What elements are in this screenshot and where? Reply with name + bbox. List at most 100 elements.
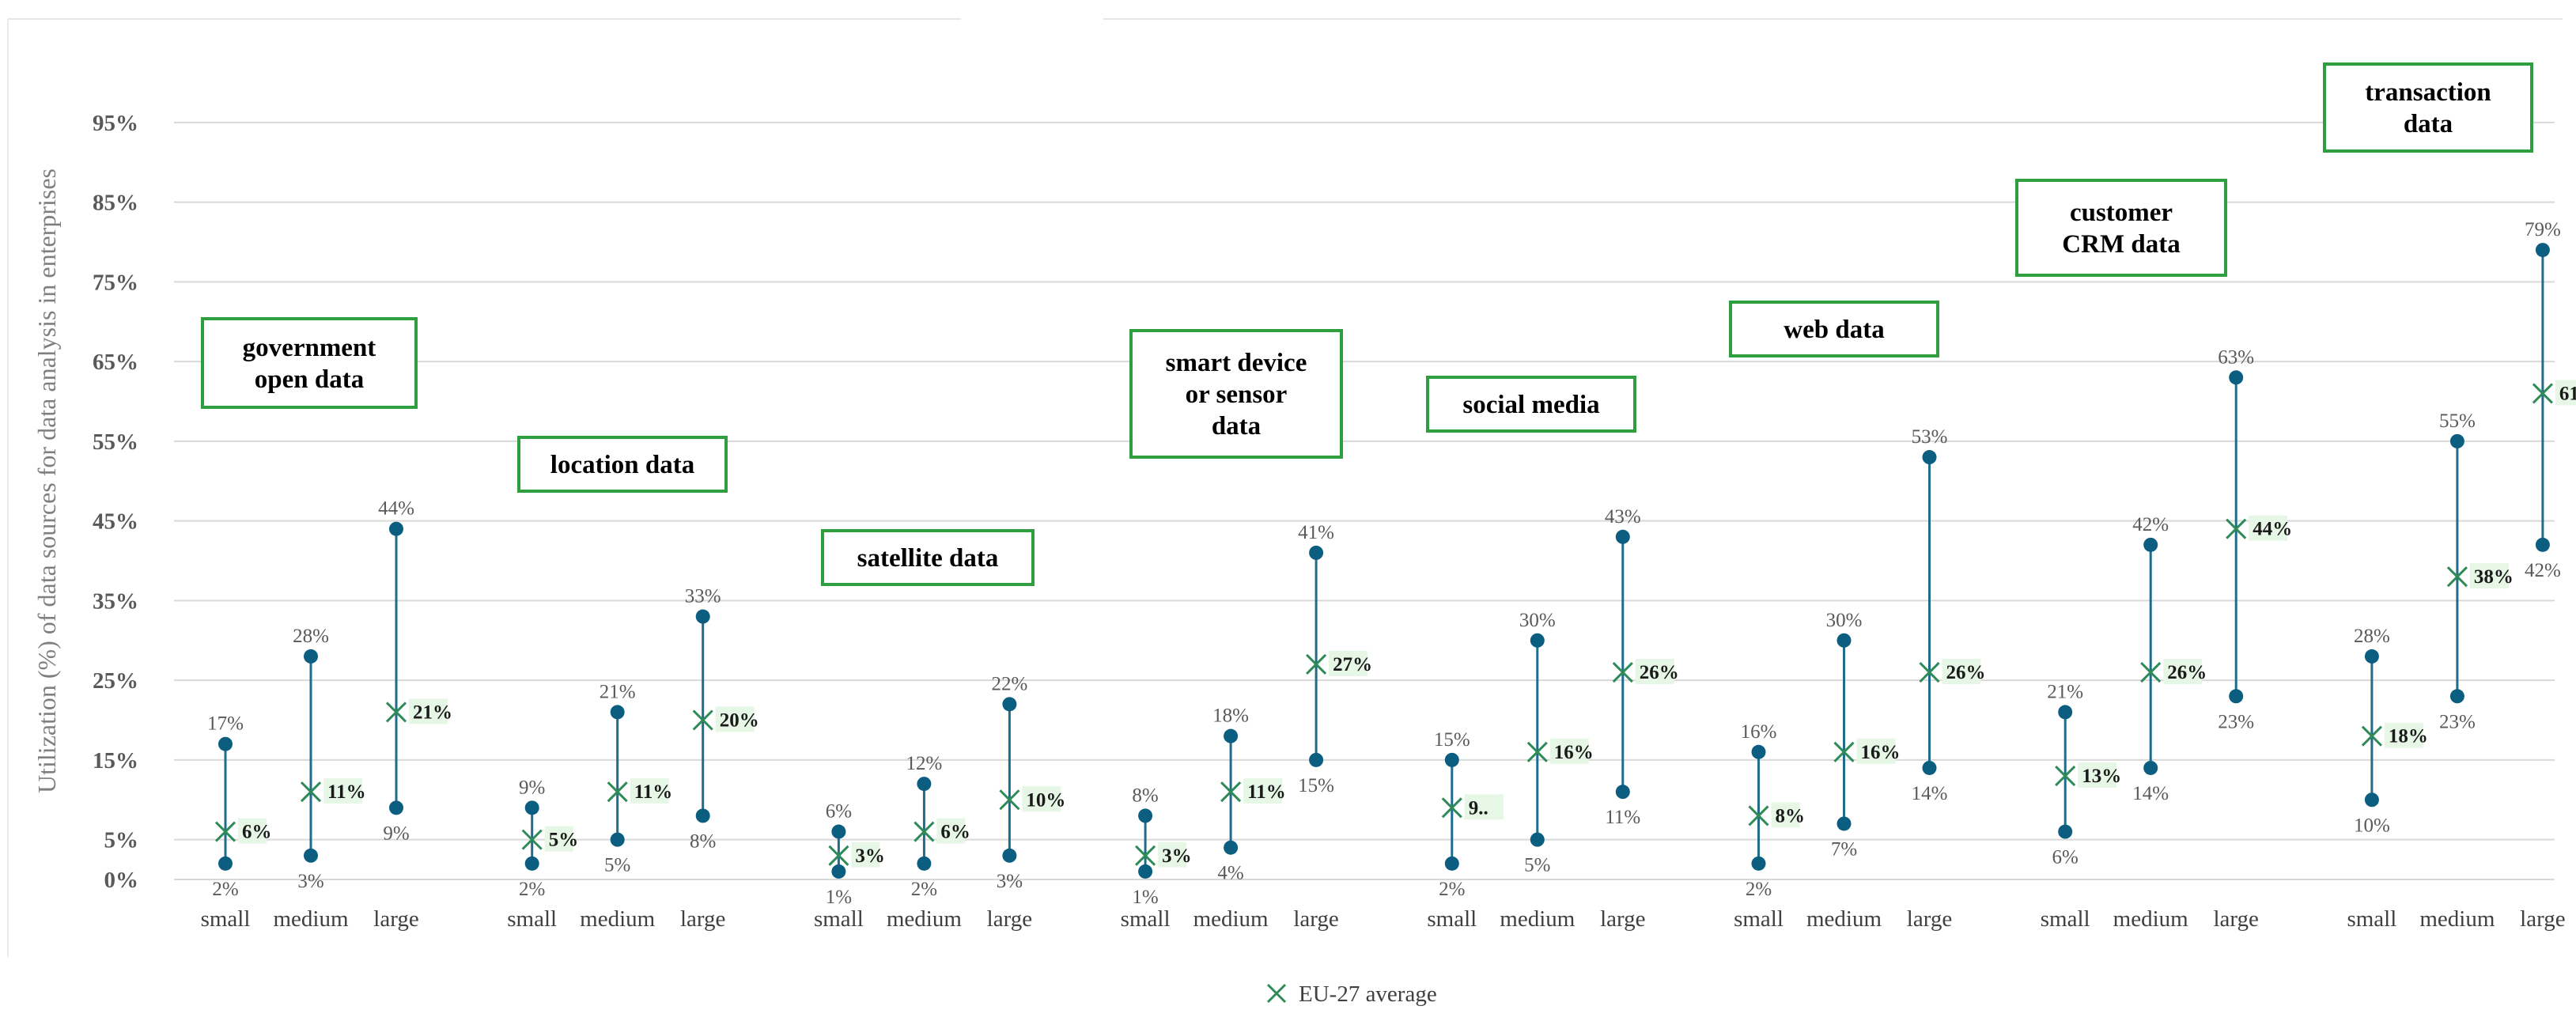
- y-tick-label: 25%: [93, 668, 138, 694]
- low-value-label: 9%: [383, 823, 409, 844]
- high-value-label: 22%: [991, 673, 1027, 694]
- high-point: [1309, 545, 1324, 560]
- low-value-label: 7%: [1831, 838, 1857, 860]
- x-tick-label-medium: medium: [1193, 906, 1269, 932]
- avg-marker-stroke-b: [1748, 805, 1769, 826]
- y-tick-label: 35%: [93, 588, 138, 614]
- low-point: [2058, 824, 2073, 839]
- high-value-label: 28%: [2354, 626, 2390, 647]
- avg-marker-stroke-b: [1441, 797, 1462, 819]
- high-point: [1224, 728, 1239, 743]
- high-point: [1615, 529, 1630, 544]
- avg-marker-stroke-b: [1919, 661, 1940, 683]
- avg-marker-stroke-b: [521, 829, 543, 850]
- high-value-label: 43%: [1605, 506, 1641, 528]
- y-tick-label: 0%: [104, 868, 139, 893]
- group-title-line: data: [1212, 412, 1261, 441]
- high-point: [2058, 705, 2073, 720]
- avg-value-label: 6%: [242, 822, 272, 843]
- y-tick-label: 45%: [93, 509, 138, 535]
- avg-value-label: 21%: [413, 702, 452, 723]
- avg-marker-stroke-b: [385, 702, 407, 723]
- low-value-label: 1%: [1132, 887, 1158, 908]
- avg-marker-stroke-b: [1135, 845, 1156, 866]
- high-value-label: 30%: [1519, 610, 1556, 631]
- low-value-label: 15%: [1298, 775, 1334, 796]
- low-point: [1922, 760, 1937, 775]
- avg-marker-stroke-b: [214, 821, 236, 842]
- group-title-box: [201, 317, 418, 409]
- avg-marker-stroke-b: [2361, 725, 2382, 747]
- group-title-box: [1729, 301, 1939, 357]
- y-tick-label: 85%: [93, 191, 138, 216]
- legend-label: EU-27 average: [1299, 982, 1437, 1007]
- high-value-label: 15%: [1434, 729, 1470, 751]
- x-tick-label-small: small: [2041, 906, 2090, 932]
- group-3: small medium large smart device or sensor dat…: [1121, 329, 1372, 932]
- high-value-label: 16%: [1741, 721, 1777, 743]
- avg-value-label: 9..: [1469, 797, 1488, 819]
- low-point: [1615, 785, 1630, 800]
- high-point: [2449, 433, 2464, 448]
- x-tick-label-medium: medium: [2113, 906, 2188, 932]
- group-title-box: [2015, 179, 2227, 277]
- high-point: [1922, 450, 1937, 465]
- avg-marker-stroke-b: [1833, 741, 1855, 762]
- group-title-line: data: [2404, 110, 2453, 138]
- x-tick-label-small: small: [201, 906, 251, 932]
- high-value-label: 17%: [207, 713, 244, 735]
- high-value-label: 53%: [1912, 426, 1948, 448]
- avg-value-label: 27%: [1333, 654, 1372, 675]
- x-tick-label-large: large: [1600, 906, 1645, 932]
- low-value-label: 14%: [1912, 783, 1948, 804]
- low-point: [1138, 864, 1153, 879]
- avg-marker-stroke-b: [2532, 383, 2553, 404]
- low-value-label: 23%: [2439, 711, 2476, 732]
- avg-value-label: 10%: [1026, 789, 1065, 811]
- avg-label-bg: [2555, 380, 2576, 406]
- avg-label-bg: [2469, 563, 2509, 589]
- avg-marker-stroke-b: [1612, 661, 1633, 683]
- avg-label-bg: [630, 778, 669, 804]
- low-value-label: 6%: [2052, 847, 2079, 868]
- avg-value-label: 11%: [327, 781, 366, 803]
- low-point: [1444, 856, 1459, 871]
- avg-value-label: 3%: [1162, 845, 1192, 867]
- low-value-label: 4%: [1217, 863, 1243, 884]
- low-point: [218, 856, 233, 871]
- high-value-label: 79%: [2525, 219, 2561, 240]
- low-value-label: 2%: [1746, 879, 1772, 900]
- group-title-box: [1426, 376, 1636, 433]
- low-value-label: 2%: [212, 879, 238, 900]
- avg-value-label: 38%: [2474, 566, 2514, 588]
- group-4: small medium large social media 15% 2% 9.. 30% 5…: [1426, 376, 1679, 932]
- low-point: [1224, 840, 1239, 855]
- x-tick-label-small: small: [1121, 906, 1171, 932]
- avg-label-bg: [238, 818, 267, 844]
- avg-value-label: 3%: [855, 845, 885, 867]
- low-value-label: 3%: [297, 871, 323, 892]
- y-tick-label: 5%: [104, 828, 139, 853]
- low-point: [831, 864, 846, 879]
- avg-label-bg: [2078, 762, 2117, 789]
- low-value-label: 14%: [2132, 783, 2169, 804]
- x-tick-label-small: small: [507, 906, 557, 932]
- x-tick-label-medium: medium: [1806, 906, 1882, 932]
- group-title-line: smart device: [1166, 349, 1307, 377]
- low-point: [524, 856, 539, 871]
- high-point: [524, 800, 539, 815]
- group-title-box: [821, 529, 1035, 586]
- avg-marker-stroke-b: [300, 781, 322, 803]
- avg-value-label: 8%: [1776, 805, 1806, 826]
- high-point: [2229, 370, 2244, 385]
- avg-label-bg: [2384, 722, 2423, 748]
- x-tick-label-large: large: [373, 906, 418, 932]
- group-title-line: web data: [1784, 316, 1884, 344]
- y-axis-label: Utilization (%) of data sources for data…: [32, 168, 61, 793]
- x-tick-label-medium: medium: [2419, 906, 2495, 932]
- avg-marker-stroke-b: [1306, 653, 1327, 675]
- low-value-label: 3%: [997, 871, 1023, 892]
- low-point: [2449, 689, 2464, 704]
- avg-label-bg: [409, 698, 448, 724]
- high-value-label: 28%: [293, 626, 329, 647]
